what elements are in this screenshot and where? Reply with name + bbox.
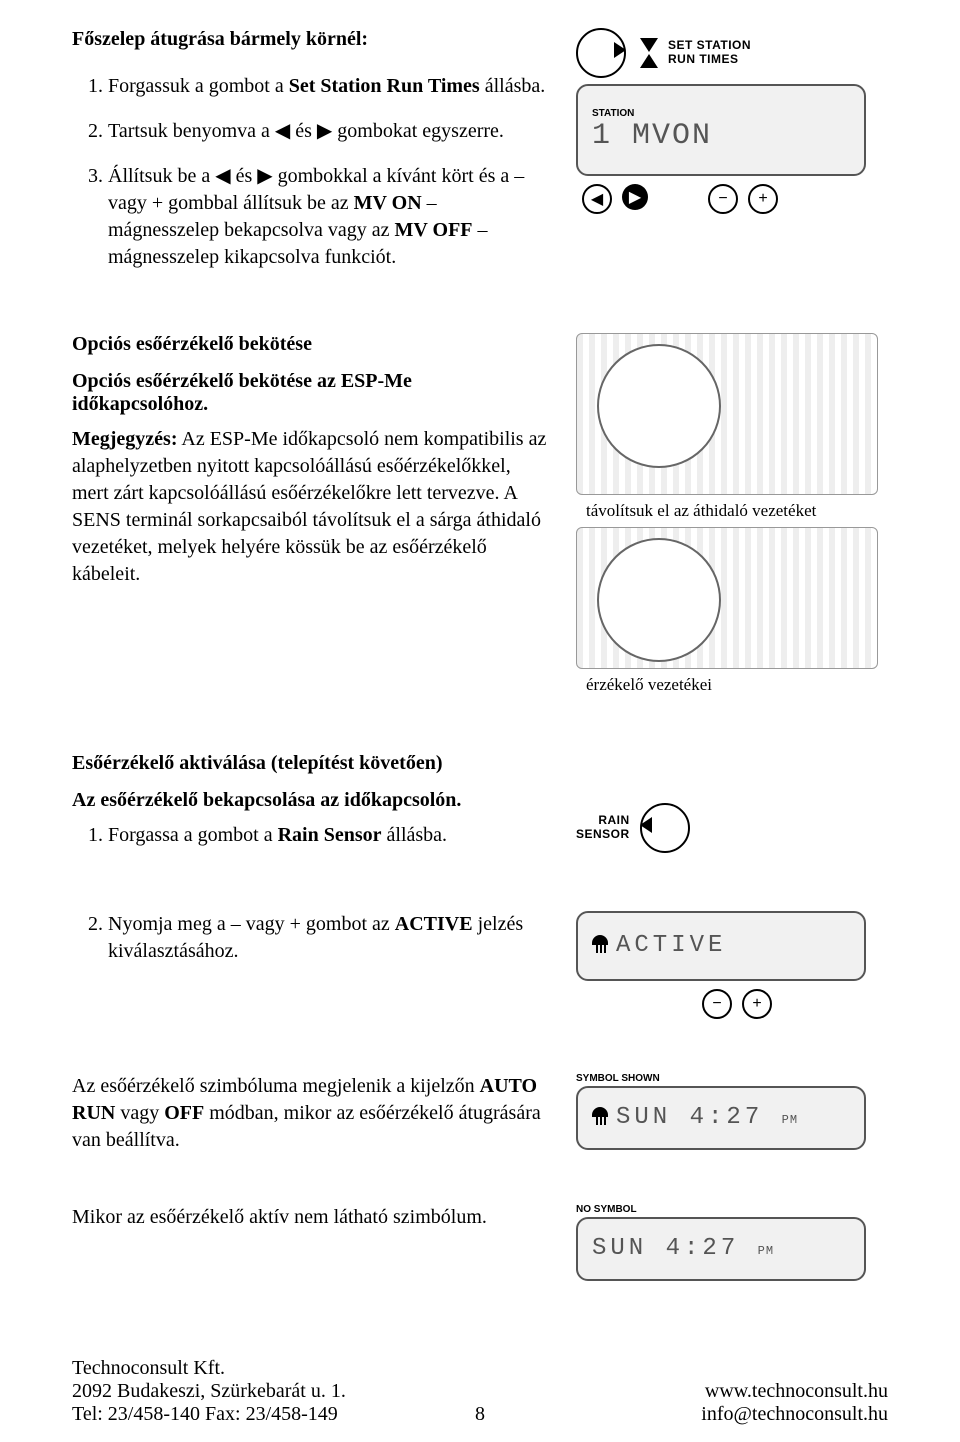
section3-step1: Forgassa a gombot a Rain Sensor állásba. (108, 822, 552, 849)
illustration-no-symbol: NO SYMBOL SUN 4:27 PM (576, 1204, 888, 1281)
illustration-symbol-shown: SYMBOL SHOWN SUN 4:27 PM (576, 1073, 888, 1174)
terminal-diagram-1 (576, 333, 878, 495)
section2-note: Megjegyzés: Az ESP-Me időkapcsoló nem ko… (72, 426, 552, 588)
lcd-panel-symbol: SUN 4:27 PM (576, 1086, 866, 1150)
lcd-text-1: 1 MVON (592, 119, 850, 153)
section3-subtitle: Az esőérzékelő bekapcsolása az időkapcso… (72, 789, 552, 812)
s5-pre: Az esőérzékelő szimbóluma megjelenik a k… (72, 1075, 480, 1097)
section4-step2: Nyomja meg a – vagy + gombot az ACTIVE j… (108, 911, 552, 965)
s3-step1-post: állásba. (382, 824, 448, 846)
terminal-diagram-2 (576, 527, 878, 669)
s4-bold: ACTIVE (395, 913, 473, 935)
lcd-station-label: STATION (592, 108, 850, 119)
lcd-ampm-2: PM (758, 1244, 774, 1258)
dial-label-1: SET STATION (668, 38, 751, 52)
footer-company: Technoconsult Kft. (72, 1357, 346, 1380)
lcd-sun-2: SUN 4:27 PM (592, 1235, 850, 1262)
umbrella-icon (592, 935, 608, 955)
step3-pre: Állítsuk be a ◀ és ▶ gombokkal a kívánt … (108, 165, 524, 214)
no-symbol-label: NO SYMBOL (576, 1204, 637, 1215)
callout-sensor-wires: érzékelő vezetékei (586, 675, 712, 695)
s4-pre: Nyomja meg a – vagy + gombot az (108, 913, 395, 935)
section1-steps: Forgassuk a gombot a Set Station Run Tim… (72, 73, 552, 271)
section3-steps: Forgassa a gombot a Rain Sensor állásba. (72, 822, 552, 849)
plus-icon: + (748, 184, 778, 214)
dial-icon (576, 28, 626, 78)
button-row-2: − + (582, 989, 772, 1019)
step3-b1: MV ON (354, 192, 422, 214)
footer-page-number: 8 (72, 1403, 888, 1426)
zoom-circle-2 (597, 538, 721, 662)
step3-b2: MV OFF (395, 219, 473, 241)
page-footer: Technoconsult Kft. 2092 Budakeszi, Szürk… (72, 1357, 888, 1426)
illustration-rain-sensor-dial: RAIN SENSOR (576, 752, 888, 871)
section3-title: Esőérzékelő aktiválása (telepítést követ… (72, 752, 552, 775)
illustration-active: ACTIVE − + (576, 911, 888, 1023)
zoom-circle-1 (597, 344, 721, 468)
lcd-panel-active: ACTIVE (576, 911, 866, 981)
rain-dial-l1: RAIN (598, 813, 629, 827)
note-label: Megjegyzés: (72, 428, 178, 450)
lcd-panel-nosymbol: SUN 4:27 PM (576, 1217, 866, 1281)
illustration-terminal: távolítsuk el az áthidaló vezetéket érzé… (576, 333, 888, 702)
hourglass-icon (640, 38, 658, 68)
lcd-active: ACTIVE (616, 932, 726, 959)
section2-title1: Opciós esőérzékelő bekötése (72, 333, 552, 356)
section1-title: Főszelep átugrása bármely körnél: (72, 28, 552, 51)
s3-step1-pre: Forgassa a gombot a (108, 824, 278, 846)
step1-pre: Forgassuk a gombot a (108, 75, 289, 97)
s5-b2: OFF (164, 1102, 204, 1124)
s3-step1-bold: Rain Sensor (278, 824, 382, 846)
step-3: Állítsuk be a ◀ és ▶ gombokkal a kívánt … (108, 163, 552, 271)
step1-bold: Set Station Run Times (289, 75, 480, 97)
symbol-shown-label: SYMBOL SHOWN (576, 1073, 660, 1084)
umbrella-icon-2 (592, 1107, 608, 1127)
illustration-set-station: SET STATION RUN TIMES STATION 1 MVON ◀ ▶… (576, 28, 888, 293)
footer-web: www.technoconsult.hu (701, 1380, 888, 1403)
footer-address: 2092 Budakeszi, Szürkebarát u. 1. (72, 1380, 346, 1403)
lcd-ampm-1: PM (782, 1113, 798, 1127)
step-1: Forgassuk a gombot a Set Station Run Tim… (108, 73, 552, 100)
note-body: Az ESP-Me időkapcsoló nem kompatibilis a… (72, 428, 546, 585)
arrow-right-icon: ▶ (622, 184, 648, 210)
rain-dial-label: RAIN SENSOR (576, 814, 630, 842)
rain-dial-l2: SENSOR (576, 827, 630, 841)
section5-body: Az esőérzékelő szimbóluma megjelenik a k… (72, 1073, 552, 1154)
arrow-left-icon: ◀ (582, 184, 612, 214)
lcd-panel-1: STATION 1 MVON (576, 84, 866, 176)
minus-icon-2: − (702, 989, 732, 1019)
dial-label-2: RUN TIMES (668, 52, 739, 66)
step-2: Tartsuk benyomva a ◀ és ▶ gombokat egysz… (108, 118, 552, 145)
button-row-1: ◀ ▶ − + (582, 184, 778, 214)
step1-post: állásba. (480, 75, 546, 97)
s5-mid: vagy (115, 1102, 164, 1124)
lcd-sun-1: SUN 4:27 PM (592, 1104, 850, 1131)
dial-label: SET STATION RUN TIMES (668, 39, 751, 67)
lcd-text-1-content: 1 MVON (592, 119, 712, 153)
lcd-sun-text: SUN 4:27 (616, 1104, 763, 1131)
callout-remove-jumper: távolítsuk el az áthidaló vezetéket (586, 501, 816, 521)
minus-icon: − (708, 184, 738, 214)
section6-body: Mikor az esőérzékelő aktív nem látható s… (72, 1204, 552, 1231)
lcd-active-text: ACTIVE (592, 932, 850, 959)
lcd-sun2-text: SUN 4:27 (592, 1235, 739, 1262)
rain-dial-icon (640, 803, 690, 853)
section2-title2: Opciós esőérzékelő bekötése az ESP-Me id… (72, 370, 552, 416)
section4-steps: Nyomja meg a – vagy + gombot az ACTIVE j… (72, 911, 552, 965)
plus-icon-2: + (742, 989, 772, 1019)
